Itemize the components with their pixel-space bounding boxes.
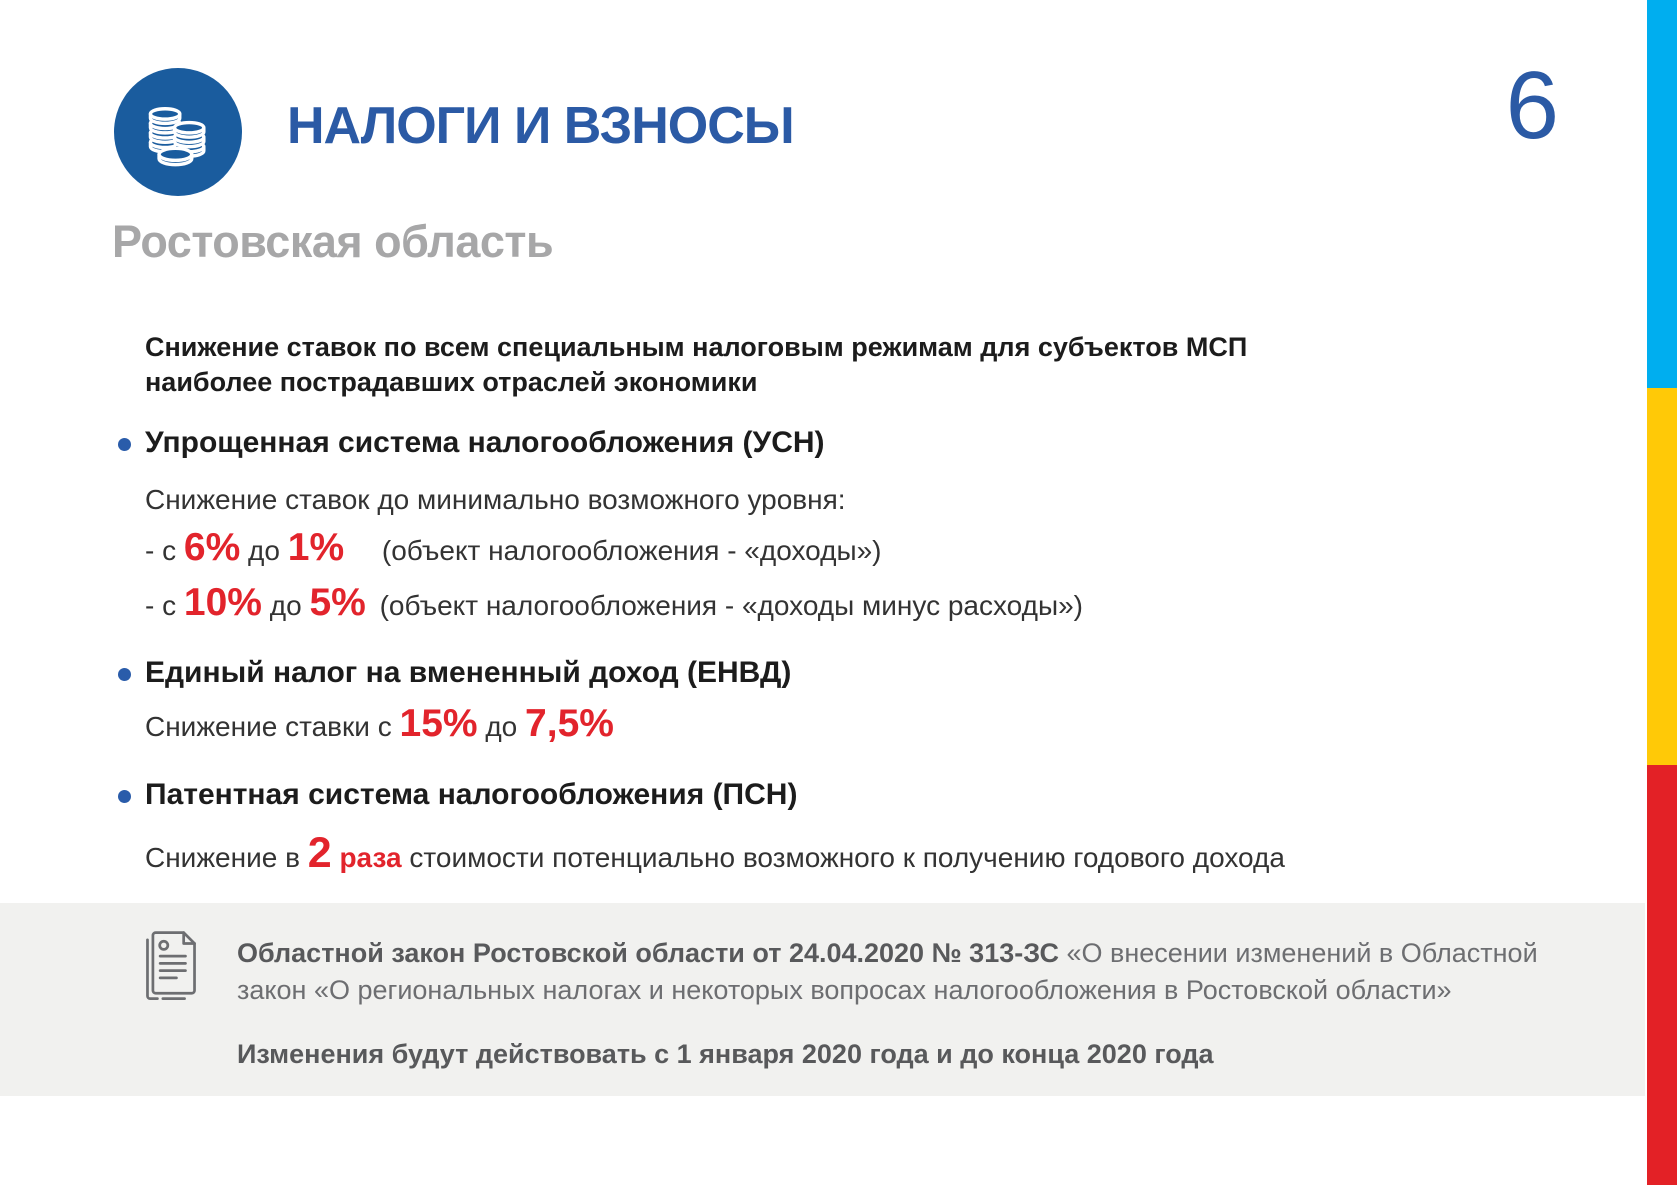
usn-line2-rate-from: 10% <box>183 581 262 624</box>
coins-icon <box>114 68 242 196</box>
intro-text: Снижение ставок по всем специальным нало… <box>145 332 1248 397</box>
usn-line1-rate-to: 1% <box>287 526 345 569</box>
usn-rate-line-1: - с 6% до 1% (объект налогообложения - «… <box>145 528 881 567</box>
footer-law-box: Областной закон Ростовской области от 24… <box>0 903 1645 1096</box>
usn-line1-rate-from: 6% <box>183 526 241 569</box>
envd-line-mid: до <box>485 711 518 742</box>
usn-line2-note: (объект налогообложения - «доходы минус … <box>379 590 1083 621</box>
usn-line1-note: (объект налогообложения - «доходы») <box>381 535 882 566</box>
region-subtitle: Ростовская область <box>112 216 554 267</box>
bullet-dot-icon <box>118 667 131 681</box>
edge-bar-yellow <box>1647 388 1677 765</box>
section-heading-envd: Единый налог на вмененный доход (ЕНВД) <box>118 656 791 690</box>
edge-bar-cyan <box>1647 0 1677 388</box>
envd-line-pre: Снижение ставки с <box>145 711 392 742</box>
usn-subheading: Снижение ставок до минимально возможного… <box>145 484 846 515</box>
psn-reduction-line: Снижение в 2 раза стоимости потенциально… <box>145 832 1285 875</box>
usn-line2-mid: до <box>269 590 302 621</box>
bullet-dot-icon <box>118 437 131 451</box>
law-reference-rest: «О внесении изменений в Областной закон … <box>237 938 1538 1005</box>
usn-heading-label: Упрощенная система налогообложения (УСН) <box>145 426 825 459</box>
document-icon <box>133 927 209 1012</box>
envd-rate-to: 7,5% <box>525 702 614 745</box>
edge-bar-red <box>1647 765 1677 1185</box>
psn-factor-unit: раза <box>339 842 402 873</box>
section-heading-usn: Упрощенная система налогообложения (УСН) <box>118 426 825 460</box>
usn-rate-line-2: - с 10% до 5% (объект налогообложения - … <box>145 583 1083 622</box>
bullet-dot-icon <box>118 789 131 803</box>
usn-line2-rate-to: 5% <box>309 581 366 624</box>
page-title: НАЛОГИ И ВЗНОСЫ <box>287 97 795 155</box>
psn-heading-label: Патентная система налогообложения (ПСН) <box>145 778 798 811</box>
psn-line-pre: Снижение в <box>145 842 300 873</box>
usn-line2-pre: - с <box>145 590 177 621</box>
psn-line-rest: стоимости потенциально возможного к полу… <box>409 842 1285 873</box>
section-heading-psn: Патентная система налогообложения (ПСН) <box>118 778 797 812</box>
edge-color-bars <box>1647 0 1677 1185</box>
envd-rate-line: Снижение ставки с 15% до 7,5% <box>145 704 614 743</box>
page-number: 6 <box>1505 52 1559 159</box>
envd-heading-label: Единый налог на вмененный доход (ЕНВД) <box>145 656 792 689</box>
usn-line1-pre: - с <box>145 535 177 566</box>
law-reference-bold: Областной закон Ростовской области от 24… <box>237 938 1059 968</box>
law-reference-text: Областной закон Ростовской области от 24… <box>237 935 1597 1009</box>
psn-factor-number: 2 <box>307 829 332 877</box>
envd-rate-from: 15% <box>399 702 478 745</box>
validity-period-text: Изменения будут действовать с 1 января 2… <box>237 1039 1214 1069</box>
usn-line1-mid: до <box>248 535 280 566</box>
